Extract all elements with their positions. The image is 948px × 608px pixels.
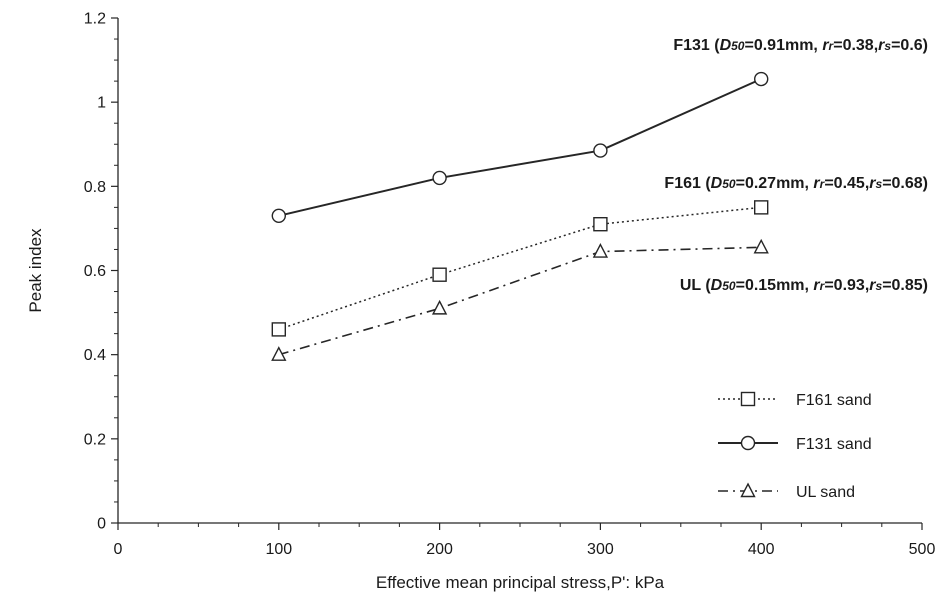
y-tick-label: 0.8 xyxy=(84,179,106,196)
y-axis-title: Peak index xyxy=(26,228,45,313)
series-line xyxy=(278,246,762,356)
data-point xyxy=(592,243,609,258)
x-tick-label: 400 xyxy=(748,541,775,558)
data-point xyxy=(754,71,769,87)
series-triangle xyxy=(271,238,769,361)
annotation-f131-label: F131 xyxy=(673,37,710,54)
legend-item: F131 sand xyxy=(718,435,872,453)
annotation-ul-d50: 0.15mm xyxy=(745,277,805,294)
y-tick-label: 0.2 xyxy=(84,431,106,448)
legend-item: F161 sand xyxy=(718,391,872,409)
legend-marker xyxy=(740,482,756,498)
annotation-f131-rs: 0.6 xyxy=(900,37,922,54)
x-tick-label: 100 xyxy=(265,541,292,558)
data-point xyxy=(431,299,448,315)
x-tick-label: 500 xyxy=(909,541,936,558)
x-axis-title: Effective mean principal stress,P': kPa xyxy=(376,573,665,592)
y-tick-label: 0.4 xyxy=(84,347,106,364)
series-square xyxy=(271,200,769,337)
annotation-f161-rs: 0.68 xyxy=(892,175,923,192)
data-point xyxy=(593,217,608,232)
plot-series xyxy=(271,71,769,361)
legend-label: F161 sand xyxy=(796,392,872,409)
legend: F161 sand F131 sand UL sand xyxy=(718,391,872,501)
series-line xyxy=(278,78,762,217)
data-point xyxy=(432,267,447,282)
data-point xyxy=(754,200,769,215)
annotation-ul-rr: 0.93 xyxy=(834,277,865,294)
legend-marker xyxy=(740,391,756,407)
data-point xyxy=(271,346,287,361)
legend-label: F131 sand xyxy=(796,436,872,453)
legend-item: UL sand xyxy=(718,482,855,501)
annotation-ul-label: UL xyxy=(680,277,702,294)
annotation-f161-d50: 0.27mm xyxy=(745,175,805,192)
annotation-f131-d50: 0.91mm xyxy=(754,37,814,54)
annotation-f161: F161 (D50=0.27mm, rr=0.45,rs=0.68) xyxy=(664,175,928,192)
annotation-f161-rr: 0.45 xyxy=(834,175,865,192)
data-point xyxy=(271,208,286,223)
data-point xyxy=(753,238,769,254)
axes: 0 0.2 0.4 0.6 0.8 1 1.2 0 100 200 300 400 500 xyxy=(84,11,936,559)
annotation-f161-label: F161 xyxy=(664,175,701,192)
x-tick-label: 300 xyxy=(587,541,614,558)
annotation-ul: UL (D50=0.15mm, rr=0.93,rs=0.85) xyxy=(680,277,928,294)
data-point xyxy=(271,322,286,337)
annotation-f131-rr: 0.38 xyxy=(843,37,874,54)
data-point xyxy=(432,170,447,186)
y-tick-label: 0.6 xyxy=(84,263,106,280)
legend-marker xyxy=(740,435,756,451)
series-circle xyxy=(271,71,769,223)
annotation-ul-rs: 0.85 xyxy=(892,277,923,294)
legend-label: UL sand xyxy=(796,484,855,501)
annotation-f131: F131 (D50=0.91mm, rr=0.38,rs=0.6) xyxy=(673,37,928,54)
series-line xyxy=(278,206,762,331)
y-tick-label: 0 xyxy=(97,516,106,533)
x-tick-label: 0 xyxy=(114,541,123,558)
x-tick-label: 200 xyxy=(426,541,453,558)
y-tick-label: 1 xyxy=(97,95,106,112)
data-point xyxy=(593,143,608,158)
y-tick-label: 1.2 xyxy=(84,11,106,28)
